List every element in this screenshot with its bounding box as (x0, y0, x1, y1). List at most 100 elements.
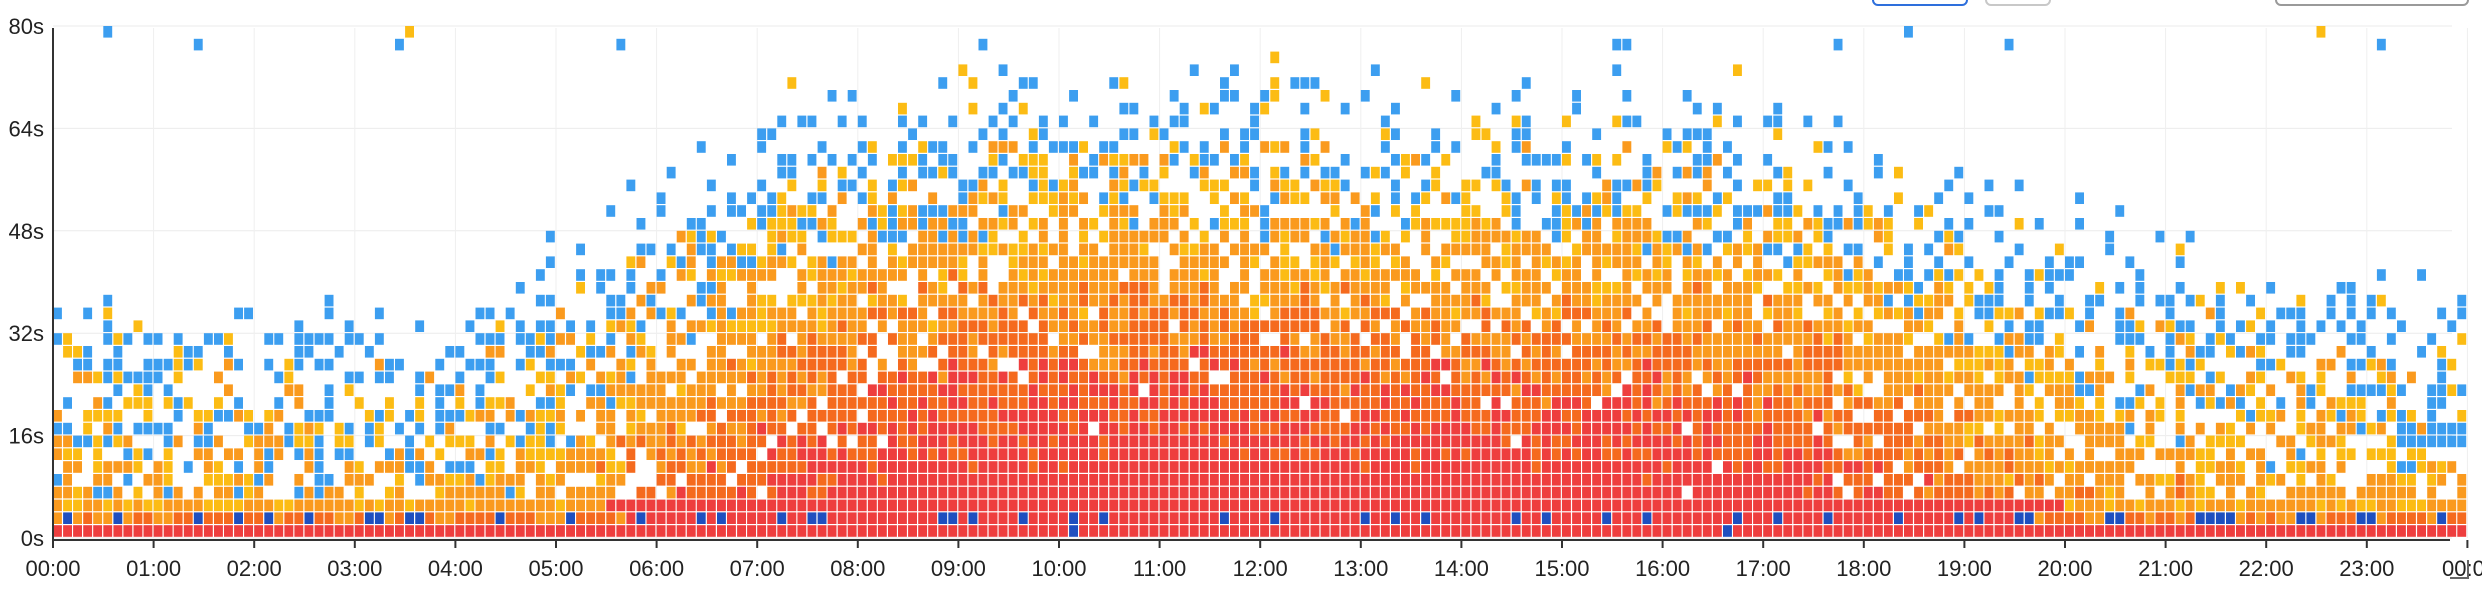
heatmap-cell[interactable] (1843, 461, 1853, 473)
heatmap-cell[interactable] (1038, 422, 1048, 435)
heatmap-cell[interactable] (847, 179, 857, 192)
heatmap-cell[interactable] (1481, 448, 1491, 460)
heatmap-cell[interactable] (1582, 192, 1591, 204)
heatmap-cell[interactable] (1934, 410, 1944, 422)
heatmap-cell[interactable] (2326, 512, 2336, 524)
heatmap-cell[interactable] (1491, 435, 1501, 448)
heatmap-cell[interactable] (2306, 486, 2316, 499)
heatmap-cell[interactable] (2054, 435, 2064, 448)
heatmap-cell[interactable] (2185, 358, 2195, 371)
heatmap-cell[interactable] (1481, 499, 1491, 512)
heatmap-cell[interactable] (1511, 358, 1521, 371)
heatmap-cell[interactable] (1582, 474, 1591, 486)
heatmap-cell[interactable] (1873, 346, 1883, 358)
heatmap-cell[interactable] (1350, 384, 1360, 396)
heatmap-cell[interactable] (1511, 474, 1521, 486)
heatmap-cell[interactable] (1240, 435, 1249, 448)
heatmap-cell[interactable] (1159, 448, 1169, 460)
heatmap-cell[interactable] (928, 230, 938, 243)
heatmap-cell[interactable] (1672, 320, 1682, 332)
heatmap-cell[interactable] (727, 371, 736, 384)
heatmap-cell[interactable] (1300, 512, 1310, 524)
heatmap-cell[interactable] (1833, 410, 1843, 422)
heatmap-cell[interactable] (556, 384, 565, 396)
heatmap-cell[interactable] (264, 333, 274, 345)
heatmap-cell[interactable] (1572, 269, 1581, 281)
heatmap-cell[interactable] (867, 154, 877, 166)
heatmap-cell[interactable] (1823, 294, 1833, 307)
heatmap-cell[interactable] (1280, 512, 1290, 524)
heatmap-cell[interactable] (2165, 512, 2175, 524)
heatmap-cell[interactable] (1471, 358, 1481, 371)
heatmap-cell[interactable] (1008, 282, 1018, 294)
heatmap-cell[interactable] (706, 269, 716, 281)
heatmap-cell[interactable] (1481, 294, 1491, 307)
heatmap-cell[interactable] (1763, 243, 1773, 256)
heatmap-cell[interactable] (958, 384, 968, 396)
heatmap-cell[interactable] (1451, 294, 1461, 307)
heatmap-cell[interactable] (656, 384, 666, 396)
heatmap-cell[interactable] (827, 422, 837, 435)
heatmap-cell[interactable] (1300, 461, 1310, 473)
heatmap-cell[interactable] (1421, 358, 1431, 371)
heatmap-cell[interactable] (606, 269, 616, 281)
heatmap-cell[interactable] (1471, 499, 1481, 512)
heatmap-cell[interactable] (1743, 486, 1752, 499)
heatmap-cell[interactable] (2427, 512, 2437, 524)
heatmap-cell[interactable] (2054, 512, 2064, 524)
heatmap-cell[interactable] (1119, 499, 1129, 512)
heatmap-cell[interactable] (1612, 218, 1622, 230)
heatmap-cell[interactable] (626, 384, 636, 396)
heatmap-cell[interactable] (304, 499, 314, 512)
heatmap-cell[interactable] (1018, 77, 1028, 89)
heatmap-cell[interactable] (1652, 371, 1662, 384)
heatmap-cell[interactable] (1773, 102, 1783, 115)
heatmap-cell[interactable] (224, 512, 233, 524)
heatmap-cell[interactable] (133, 486, 143, 499)
resize-handle-icon[interactable] (2450, 560, 2469, 579)
heatmap-cell[interactable] (2316, 512, 2326, 524)
heatmap-cell[interactable] (1220, 77, 1229, 89)
heatmap-cell[interactable] (706, 525, 716, 537)
heatmap-cell[interactable] (284, 525, 294, 537)
heatmap-cell[interactable] (1702, 166, 1712, 179)
heatmap-cell[interactable] (344, 435, 354, 448)
heatmap-cell[interactable] (1260, 474, 1270, 486)
heatmap-cell[interactable] (1572, 422, 1581, 435)
heatmap-cell[interactable] (1159, 230, 1169, 243)
heatmap-cell[interactable] (1904, 256, 1913, 268)
heatmap-cell[interactable] (1018, 154, 1028, 166)
heatmap-cell[interactable] (455, 435, 465, 448)
heatmap-cell[interactable] (1924, 486, 1934, 499)
heatmap-cell[interactable] (1733, 474, 1742, 486)
heatmap-cell[interactable] (2165, 346, 2175, 358)
heatmap-cell[interactable] (1048, 320, 1058, 332)
heatmap-cell[interactable] (1411, 397, 1420, 409)
heatmap-cell[interactable] (827, 474, 837, 486)
heatmap-cell[interactable] (747, 448, 756, 460)
heatmap-cell[interactable] (2155, 358, 2165, 371)
heatmap-cell[interactable] (2024, 346, 2034, 358)
heatmap-cell[interactable] (1129, 422, 1139, 435)
heatmap-cell[interactable] (1380, 512, 1390, 524)
heatmap-cell[interactable] (2407, 525, 2416, 537)
heatmap-cell[interactable] (2386, 397, 2396, 409)
heatmap-cell[interactable] (1471, 294, 1481, 307)
heatmap-cell[interactable] (757, 384, 767, 396)
heatmap-cell[interactable] (1099, 269, 1109, 281)
heatmap-cell[interactable] (2145, 512, 2155, 524)
heatmap-cell[interactable] (998, 320, 1008, 332)
heatmap-cell[interactable] (1602, 282, 1612, 294)
heatmap-cell[interactable] (1904, 269, 1913, 281)
heatmap-cell[interactable] (1813, 448, 1823, 460)
heatmap-cell[interactable] (314, 461, 324, 473)
heatmap-cell[interactable] (545, 333, 555, 345)
heatmap-cell[interactable] (656, 499, 666, 512)
heatmap-cell[interactable] (1250, 358, 1259, 371)
heatmap-cell[interactable] (1139, 512, 1149, 524)
heatmap-cell[interactable] (898, 115, 907, 128)
heatmap-cell[interactable] (747, 333, 756, 345)
heatmap-cell[interactable] (1250, 102, 1259, 115)
heatmap-cell[interactable] (1904, 525, 1913, 537)
heatmap-cell[interactable] (1562, 448, 1571, 460)
